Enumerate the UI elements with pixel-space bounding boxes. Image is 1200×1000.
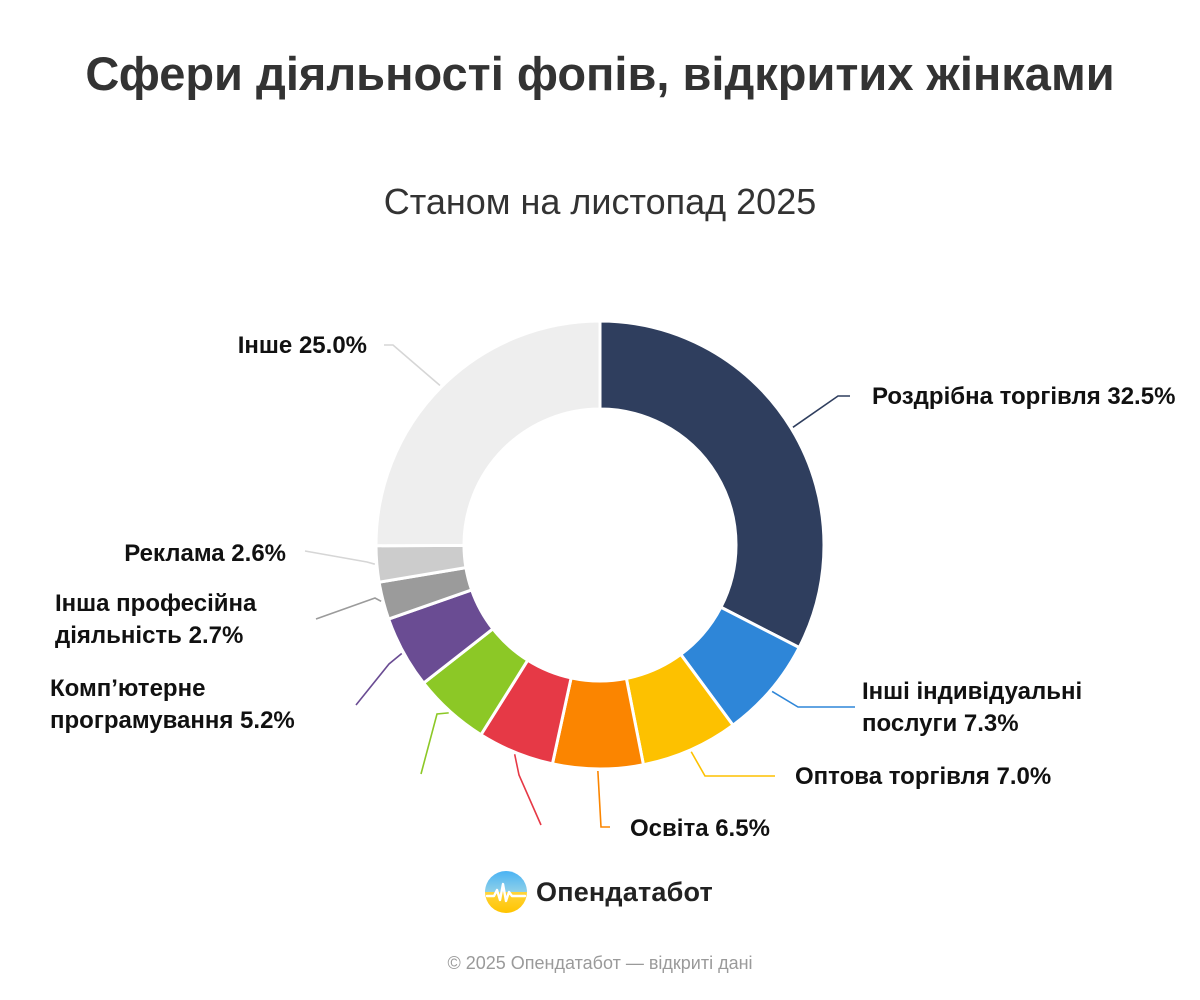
slice-label-9: Реклама 2.6% bbox=[124, 540, 286, 567]
donut-slice-10[interactable] bbox=[374, 319, 602, 548]
leader-line-2 bbox=[771, 690, 855, 708]
slice-label-2: Інші індивідуальні послуги 7.3% bbox=[862, 678, 1082, 737]
slice-label-3: Оптова торгівля 7.0% bbox=[795, 763, 1051, 790]
leader-line-7 bbox=[355, 652, 403, 706]
slice-label-1: Роздрібна торгівля 32.5% bbox=[872, 383, 1175, 410]
leader-line-5 bbox=[513, 754, 542, 826]
slice-label-8: Інша професійна діяльність 2.7% bbox=[55, 590, 257, 649]
donut-slice-1[interactable] bbox=[598, 319, 826, 650]
brand-logo-icon bbox=[485, 871, 527, 913]
leader-line-1 bbox=[792, 395, 850, 428]
slice-label-4: Освіта 6.5% bbox=[630, 815, 770, 842]
leader-line-6 bbox=[420, 712, 449, 775]
slice-label-7: Комп’ютерне програмування 5.2% bbox=[50, 675, 295, 734]
slice-label-10: Інше 25.0% bbox=[238, 332, 367, 359]
brand-logo: Опендатабот bbox=[484, 870, 713, 914]
chart-subtitle: Станом на листопад 2025 bbox=[383, 181, 817, 222]
brand-name: Опендатабот bbox=[536, 876, 713, 907]
leader-line-9 bbox=[304, 550, 376, 565]
leader-line-10 bbox=[384, 344, 441, 387]
chart-title: Сфери діяльності фопів, відкритих жінкам… bbox=[85, 47, 1115, 100]
leader-line-8 bbox=[315, 597, 382, 620]
leader-line-3 bbox=[690, 751, 775, 777]
leader-line-4 bbox=[597, 770, 610, 828]
footer-copyright: © 2025 Опендатабот — відкриті дані bbox=[447, 953, 753, 973]
